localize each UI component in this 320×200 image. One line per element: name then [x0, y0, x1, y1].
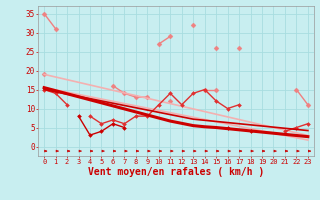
- X-axis label: Vent moyen/en rafales ( km/h ): Vent moyen/en rafales ( km/h ): [88, 167, 264, 177]
